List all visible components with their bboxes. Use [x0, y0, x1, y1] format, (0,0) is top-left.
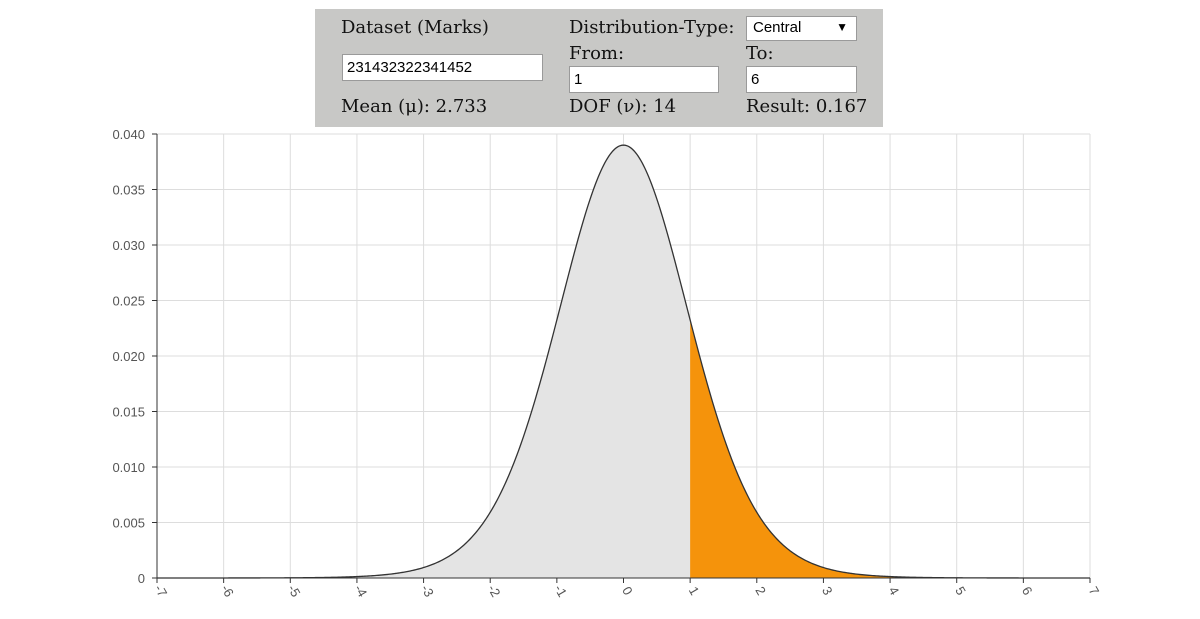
control-panel: Dataset (Marks) Mean (μ): 2.733 Distribu… — [315, 9, 883, 127]
x-tick-label: -5 — [285, 582, 304, 600]
y-tick-label: 0.035 — [112, 183, 145, 198]
y-tick-label: 0.025 — [112, 294, 145, 309]
distribution-type-label: Distribution-Type: — [569, 17, 735, 38]
dataset-input[interactable] — [342, 54, 543, 81]
x-tick-label: 6 — [1019, 584, 1036, 598]
dof-value: 14 — [653, 96, 677, 117]
from-input[interactable] — [569, 66, 719, 93]
x-tick-label: -1 — [551, 582, 570, 600]
from-label: From: — [569, 43, 625, 64]
mean-readout: Mean (μ): 2.733 — [341, 97, 487, 117]
y-tick-label: 0.010 — [112, 460, 145, 475]
x-tick-label: 3 — [819, 584, 836, 598]
dof-label: DOF (ν): — [569, 96, 648, 117]
dof-readout: DOF (ν): 14 — [569, 97, 676, 117]
x-tick-label: -2 — [485, 582, 504, 600]
x-tick-labels: -7 -6 -5 -4 -3 -2 -1 0 1 2 3 4 5 6 7 — [152, 582, 1103, 600]
x-tick-label: 4 — [886, 584, 903, 598]
y-tick-label: 0.005 — [112, 516, 145, 531]
shaded-area — [690, 319, 1024, 578]
result-label: Result: — [746, 96, 811, 117]
to-input[interactable] — [746, 66, 857, 93]
x-tick-label: -7 — [152, 582, 171, 600]
x-tick-label: -4 — [351, 582, 370, 600]
to-label: To: — [746, 43, 774, 64]
x-tick-label: 5 — [952, 584, 969, 598]
dataset-label: Dataset (Marks) — [341, 17, 489, 38]
x-tick-label: -3 — [418, 582, 437, 600]
x-tick-label: 2 — [752, 584, 769, 598]
x-tick-label: 7 — [1086, 584, 1103, 598]
y-tick-label: 0.030 — [112, 238, 145, 253]
y-tick-label: 0.020 — [112, 349, 145, 364]
result-readout: Result: 0.167 — [746, 97, 867, 117]
curve-area — [157, 145, 1090, 578]
mean-label: Mean (μ): — [341, 96, 430, 117]
x-tick-label: 0 — [619, 584, 636, 598]
x-tick-label: -6 — [218, 582, 237, 600]
distribution-type-select[interactable]: Central ▼ — [746, 16, 857, 41]
y-tick-labels: 0 0.005 0.010 0.015 0.020 0.025 0.030 0.035 0.04… — [112, 127, 145, 586]
mean-value: 2.733 — [435, 96, 488, 117]
distribution-type-value: Central — [753, 19, 802, 36]
axes — [152, 133, 1091, 583]
y-tick-label: 0.015 — [112, 405, 145, 420]
result-value: 0.167 — [815, 96, 868, 117]
x-tick-label: 1 — [686, 584, 703, 598]
y-tick-label: 0 — [138, 571, 145, 586]
triangle-down-icon: ▼ — [836, 20, 848, 34]
y-tick-label: 0.040 — [112, 127, 145, 142]
